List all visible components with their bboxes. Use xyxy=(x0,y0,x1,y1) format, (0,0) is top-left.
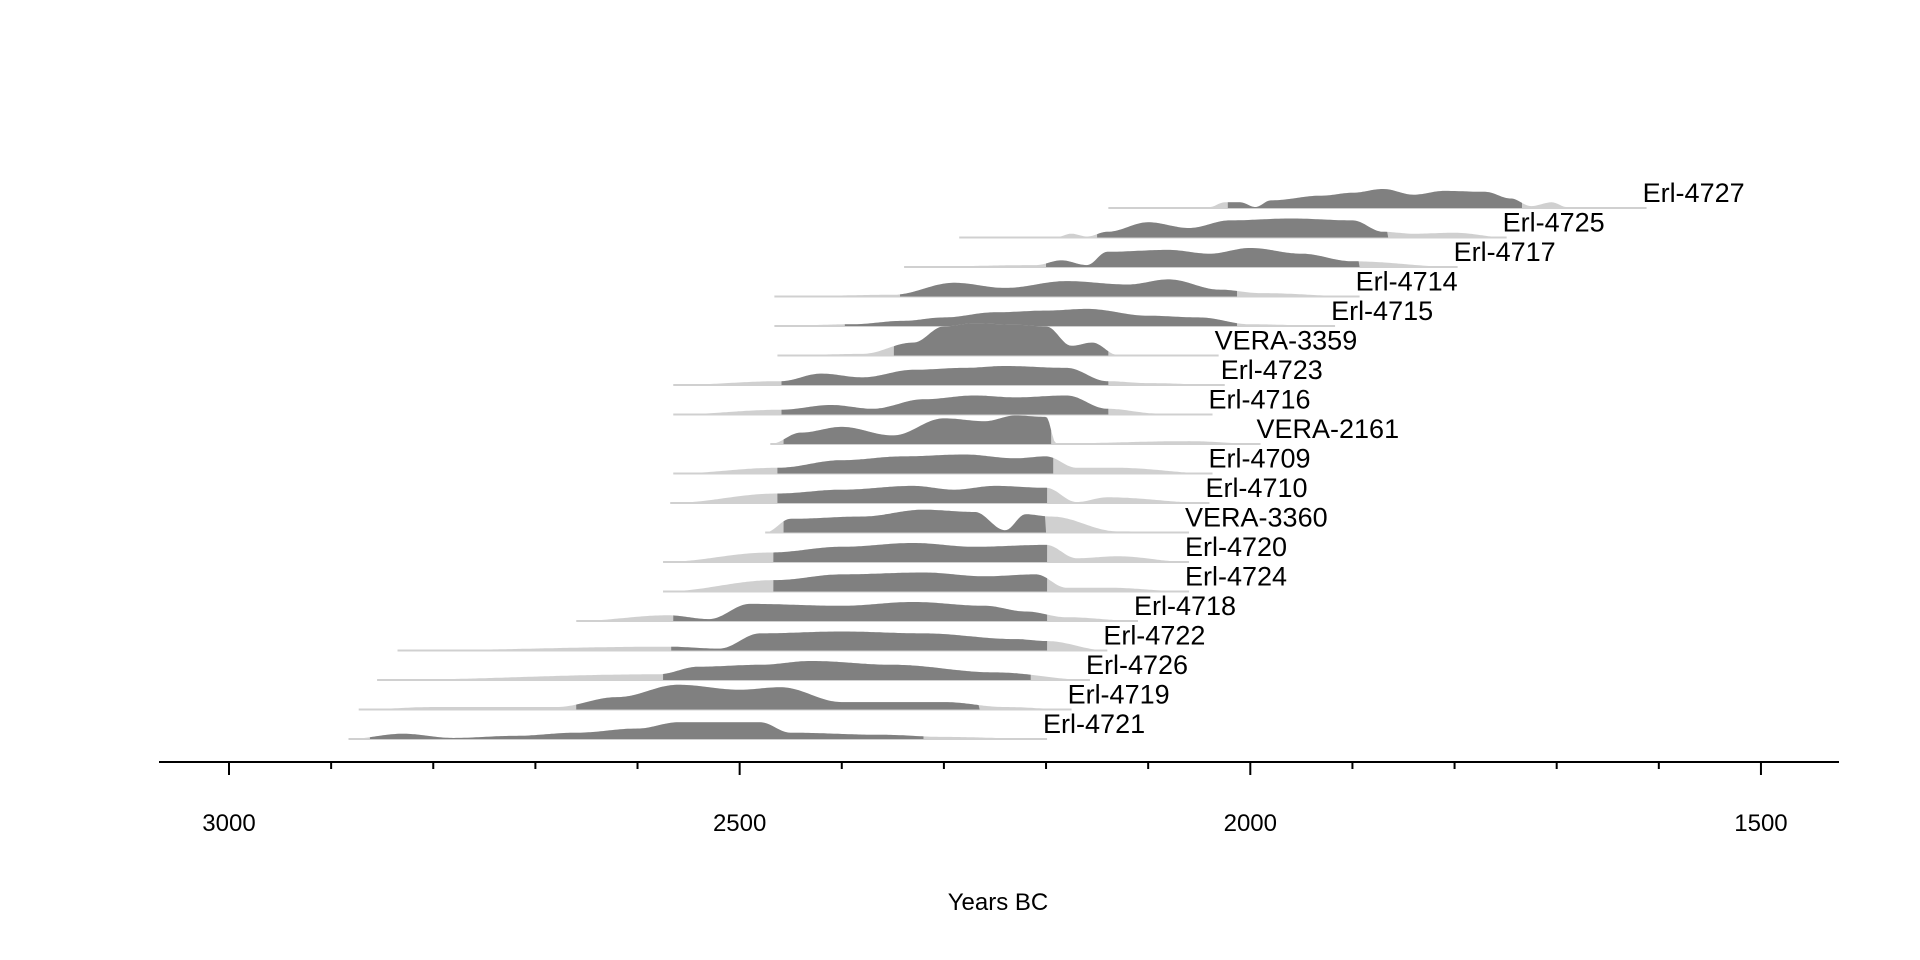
sample-label: Erl-4715 xyxy=(1331,296,1433,326)
sample-label: VERA-3359 xyxy=(1215,326,1358,356)
sample-label: VERA-3360 xyxy=(1185,503,1328,533)
hpd-area xyxy=(844,308,1238,326)
hpd-area xyxy=(781,395,1109,415)
x-tick-label: 2000 xyxy=(1224,810,1277,837)
sample-label: Erl-4716 xyxy=(1209,385,1311,415)
hpd-area xyxy=(783,415,1052,444)
sample-label: Erl-4714 xyxy=(1356,267,1458,297)
x-axis-label: Years BC xyxy=(948,889,1049,916)
hpd-area xyxy=(777,454,1054,474)
hpd-area xyxy=(893,323,1109,356)
distribution-row: Erl-4710 xyxy=(670,473,1308,504)
distribution-row: Erl-4722 xyxy=(397,621,1205,652)
sample-label: Erl-4718 xyxy=(1134,591,1236,621)
distribution-row: Erl-4723 xyxy=(673,355,1323,386)
hpd-area xyxy=(773,543,1048,562)
hpd-area xyxy=(1097,218,1389,238)
hpd-area xyxy=(1046,248,1360,267)
distribution-row: Erl-4726 xyxy=(377,650,1188,681)
hpd-area xyxy=(783,509,1047,533)
hpd-area xyxy=(576,684,980,710)
x-tick-label: 1500 xyxy=(1734,810,1787,837)
sample-label: Erl-4719 xyxy=(1068,680,1170,710)
sample-label: Erl-4720 xyxy=(1185,532,1287,562)
distribution-row: Erl-4709 xyxy=(673,444,1311,475)
sample-label: VERA-2161 xyxy=(1257,414,1400,444)
x-axis-ticks: 3000 2500 2000 1500 xyxy=(202,762,1788,837)
distribution-row: Erl-4725 xyxy=(959,208,1605,239)
hpd-area xyxy=(781,366,1109,385)
hpd-area xyxy=(1227,189,1522,208)
sample-label: Erl-4727 xyxy=(1643,178,1745,208)
sample-label: Erl-4724 xyxy=(1185,562,1287,592)
hpd-area xyxy=(663,661,1031,680)
distribution-row: Erl-4721 xyxy=(348,709,1145,740)
sample-label: Erl-4726 xyxy=(1086,650,1188,680)
distribution-row: Erl-4720 xyxy=(663,532,1287,563)
hpd-area xyxy=(773,572,1048,592)
distribution-row: VERA-2161 xyxy=(770,414,1400,445)
hpd-area xyxy=(369,722,924,739)
distribution-row: VERA-3359 xyxy=(777,323,1358,357)
hpd-area xyxy=(673,602,1048,621)
hpd-area xyxy=(671,631,1048,651)
x-tick-label: 2500 xyxy=(713,810,766,837)
sample-label: Erl-4717 xyxy=(1454,237,1556,267)
distribution-rows: Erl-4727 Erl-4725Erl-4717Erl-4714Erl-4715… xyxy=(348,178,1745,740)
distribution-row: VERA-3360 xyxy=(765,503,1328,534)
sample-label: Erl-4710 xyxy=(1205,473,1307,503)
distribution-row: Erl-4716 xyxy=(673,385,1311,416)
distribution-row: Erl-4718 xyxy=(576,591,1236,622)
x-tick-label: 3000 xyxy=(202,810,255,837)
hpd-area xyxy=(777,485,1048,503)
sample-label: Erl-4723 xyxy=(1221,355,1323,385)
distribution-row: Erl-4714 xyxy=(774,267,1458,298)
distribution-row: Erl-4715 xyxy=(774,296,1433,327)
distribution-row: Erl-4727 xyxy=(1108,178,1745,209)
distribution-row: Erl-4724 xyxy=(663,562,1287,593)
sample-label: Erl-4709 xyxy=(1209,444,1311,474)
hpd-area xyxy=(899,279,1238,297)
sample-label: Erl-4722 xyxy=(1103,621,1205,651)
distribution-row: Erl-4719 xyxy=(358,680,1170,711)
sample-label: Erl-4725 xyxy=(1503,208,1605,238)
distribution-row: Erl-4717 xyxy=(904,237,1556,268)
sample-label: Erl-4721 xyxy=(1043,709,1145,739)
